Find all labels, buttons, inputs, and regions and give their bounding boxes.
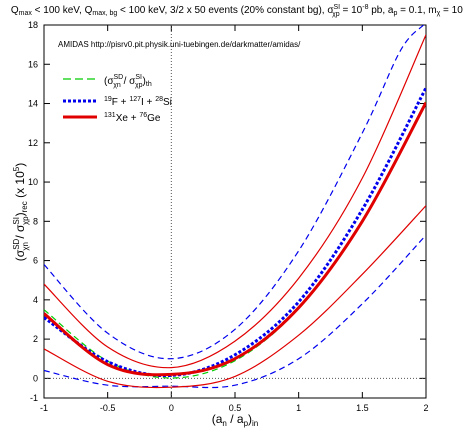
curves [44,25,426,389]
x-tick-label: -1 [40,403,48,413]
y-tick-label: 10 [28,177,38,187]
x-tick-label: 0.5 [229,403,242,413]
x-axis-label: (an / ap)in [212,412,259,428]
series-reconstructed [44,101,426,377]
legend-label-fisi: 19F + 127I + 28Si [104,96,172,108]
legend-label-xege: 131Xe + 76Ge [104,112,161,124]
y-tick-label: 4 [33,295,38,305]
y-tick-label: 14 [28,99,38,109]
series-upper-1sigma [44,25,424,360]
legend-label-theory: (σSD χn / σSI χp)th [104,74,152,89]
x-tick-label: 1 [296,403,301,413]
series-lower-1sigma [44,205,426,389]
x-tick-label: -0.5 [100,403,116,413]
x-tick-label: 1.5 [356,403,369,413]
plot-area: -1 -0.5 0 0.5 1 1.5 2 -1 0 2 4 6 8 10 12 14 16 18 AMIDAS … [28,20,429,413]
x-tick-label: 2 [423,403,428,413]
axis-ticks: -1 -0.5 0 0.5 1 1.5 2 -1 0 2 4 6 8 10 12 14 16 18 [28,20,429,413]
y-tick-label: 18 [28,20,38,30]
y-tick-label: 8 [33,216,38,226]
reference-lines [44,25,426,398]
legend: (σSD χn / σSI χp)th 19F + 127I + 28Si 131X… [63,74,172,124]
y-tick-label: 0 [33,373,38,383]
y-tick-label: -1 [30,393,38,403]
series-upper-1sigma [44,34,426,369]
y-tick-label: 12 [28,138,38,148]
series-reconstructed [44,87,426,378]
y-tick-label: 16 [28,59,38,69]
x-tick-label: 0 [169,403,174,413]
chart-header: Qmax < 100 keV, Qmax, bg < 100 keV, 3/2 … [11,4,463,18]
y-tick-label: 2 [33,334,38,344]
y-tick-label: 6 [33,256,38,266]
plot-frame [43,24,427,399]
y-axis-label: (σSDχn / σSIχp)rec (x 105) [12,163,30,261]
amidas-annotation: AMIDAS http://pisrv0.pit.physik.uni-tueb… [58,40,301,49]
series-lower-1sigma [44,234,426,389]
